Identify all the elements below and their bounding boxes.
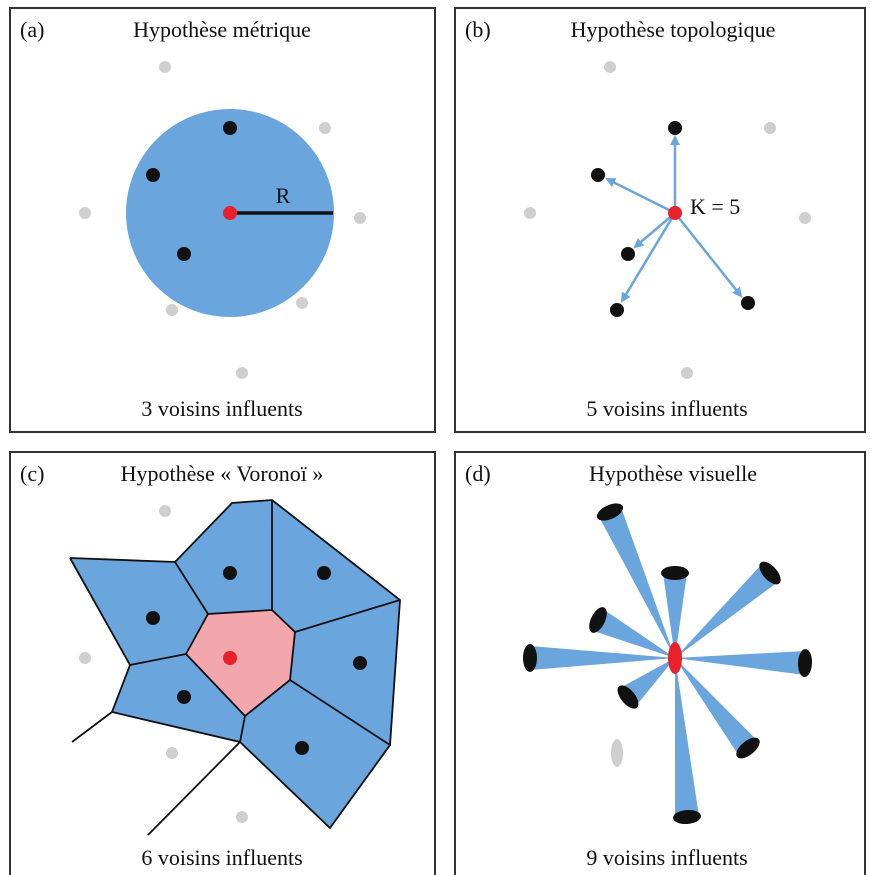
panel-b-drawing	[524, 61, 811, 379]
shape	[736, 737, 760, 759]
shape	[759, 561, 781, 585]
panel-title: Hypothèse topologique	[571, 17, 776, 42]
panel-a-drawing	[79, 61, 366, 379]
shape	[675, 564, 779, 658]
panel-c-drawing	[69, 499, 401, 836]
panel-d-drawing	[523, 503, 813, 825]
shape	[675, 651, 806, 675]
shape	[663, 573, 687, 658]
shape	[661, 566, 689, 580]
shape	[668, 642, 682, 674]
shape	[675, 658, 699, 818]
panel-frame	[9, 7, 436, 433]
panel-title: Hypothèse « Voronoï »	[121, 461, 324, 486]
shape	[592, 609, 675, 658]
shape	[611, 739, 623, 767]
panel-title: Hypothèse visuelle	[589, 461, 757, 486]
panel-frame	[454, 7, 866, 433]
shape	[673, 809, 701, 825]
panel-title: Hypothèse métrique	[133, 17, 311, 42]
shape	[797, 649, 813, 677]
shape	[589, 607, 607, 633]
shape	[675, 658, 758, 756]
panel-frame	[9, 451, 436, 875]
shape	[596, 503, 624, 521]
shape	[523, 644, 537, 672]
panel-caption: 3 voisins influents	[141, 396, 302, 421]
annotation: K = 5	[690, 194, 740, 219]
panel-caption: 6 voisins influents	[141, 845, 302, 870]
panel-label: (b)	[465, 17, 491, 42]
shape	[530, 646, 675, 670]
panel-frame	[454, 451, 866, 875]
shape	[599, 507, 675, 658]
shape	[617, 685, 639, 709]
panel-label: (a)	[20, 17, 44, 42]
panel-label: (c)	[20, 461, 44, 486]
panel-caption: 9 voisins influents	[586, 845, 747, 870]
panel-caption: 5 voisins influents	[586, 396, 747, 421]
annotation: R	[276, 183, 291, 208]
panel-label: (d)	[465, 461, 491, 486]
